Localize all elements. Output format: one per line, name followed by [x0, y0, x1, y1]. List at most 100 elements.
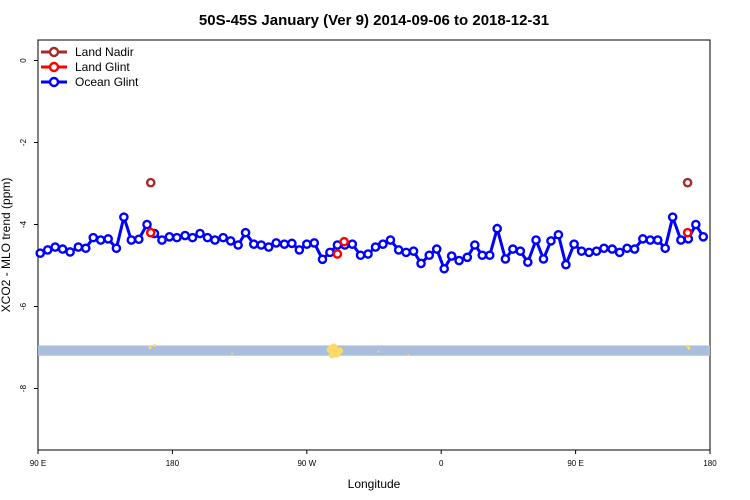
y-tick-label: -8	[19, 384, 28, 392]
data-point-ocean-glint	[553, 229, 564, 240]
band-marker	[231, 352, 234, 355]
data-point-ocean-glint	[218, 232, 228, 243]
data-point-ocean-glint	[256, 240, 267, 250]
data-point-ocean-glint	[103, 234, 113, 244]
series-ocean-glint	[35, 211, 709, 274]
y-tick-label: 0	[19, 58, 28, 63]
data-point-ocean-glint	[180, 230, 190, 241]
data-point-ocean-glint	[301, 239, 312, 249]
data-point-land-glint	[332, 249, 343, 259]
band-marker	[329, 343, 338, 352]
data-point-land-glint	[682, 227, 693, 238]
data-point-ocean-glint	[50, 242, 60, 252]
data-point-ocean-glint	[42, 245, 53, 255]
y-tick-label: -2	[19, 138, 28, 146]
data-point-ocean-glint	[477, 250, 488, 261]
data-point-ocean-glint	[439, 263, 449, 274]
y-axis-title: XCO2 - MLO trend (ppm)	[0, 178, 13, 313]
data-point-ocean-glint	[35, 248, 46, 258]
data-point-ocean-glint	[469, 240, 480, 250]
data-point-ocean-glint	[446, 251, 457, 261]
data-point-ocean-glint	[622, 243, 632, 254]
band-marker	[336, 347, 344, 355]
data-point-ocean-glint	[431, 244, 442, 254]
data-point-ocean-glint	[133, 234, 144, 245]
data-point-ocean-glint	[454, 255, 464, 266]
data-point-ocean-glint	[233, 240, 243, 250]
x-tick-label: 0	[439, 459, 444, 468]
data-point-ocean-glint	[73, 242, 84, 252]
data-point-ocean-glint	[309, 238, 320, 248]
data-point-ocean-glint	[195, 228, 205, 239]
legend-label-land-nadir: Land Nadir	[75, 45, 134, 59]
legend-label-land-glint: Land Glint	[75, 60, 130, 74]
data-point-ocean-glint	[462, 252, 473, 263]
x-tick-label: 90 E	[567, 459, 583, 468]
data-point-ocean-glint	[698, 231, 709, 242]
data-point-ocean-glint	[492, 223, 503, 234]
band-marker	[407, 353, 410, 356]
series-land-nadir	[145, 177, 693, 188]
data-point-ocean-glint	[248, 239, 259, 249]
data-point-ocean-glint	[416, 258, 426, 269]
data-point-ocean-glint	[393, 245, 404, 255]
y-tick-label: -4	[19, 220, 28, 228]
band-marker	[377, 350, 380, 353]
chart-title: 50S-45S January (Ver 9) 2014-09-06 to 20…	[199, 12, 549, 29]
series-land-glint	[145, 227, 693, 259]
data-point-ocean-glint	[57, 244, 68, 254]
series-layer	[35, 177, 709, 274]
band-marker	[328, 351, 336, 359]
x-axis: 90 E 180 90 W 0 90 E 180	[30, 450, 717, 468]
data-point-ocean-glint	[515, 246, 526, 256]
data-point-ocean-glint	[126, 235, 137, 245]
data-band	[38, 345, 710, 356]
band-marker	[687, 346, 691, 350]
data-point-ocean-glint	[508, 244, 518, 254]
data-point-ocean-glint	[363, 249, 373, 259]
data-point-ocean-glint	[187, 232, 198, 243]
data-point-ocean-glint	[164, 231, 175, 242]
data-point-ocean-glint	[271, 238, 281, 248]
y-axis: 0 -2 -4 -6 -8	[19, 58, 38, 392]
data-point-ocean-glint	[607, 244, 617, 254]
data-point-ocean-glint	[385, 235, 396, 245]
data-point-ocean-glint	[370, 242, 381, 252]
data-point-ocean-glint	[65, 247, 75, 257]
legend-marker-land-nadir	[48, 46, 60, 58]
band-marker	[152, 343, 156, 347]
data-point-ocean-glint	[111, 243, 122, 254]
x-tick-label: 180	[703, 459, 717, 468]
data-point-ocean-glint	[263, 242, 274, 252]
data-point-land-glint	[339, 236, 349, 247]
data-point-ocean-glint	[210, 235, 220, 245]
data-point-ocean-glint	[157, 235, 167, 245]
band-layer	[38, 343, 710, 359]
data-point-ocean-glint	[240, 227, 251, 238]
data-point-ocean-glint	[202, 232, 213, 243]
data-point-ocean-glint	[561, 259, 571, 270]
data-point-ocean-glint	[484, 250, 495, 261]
plot-frame	[37, 39, 711, 451]
data-point-ocean-glint	[599, 243, 609, 254]
data-point-ocean-glint	[119, 212, 129, 222]
data-point-ocean-glint	[279, 239, 290, 249]
data-point-ocean-glint	[401, 247, 411, 258]
data-point-ocean-glint	[523, 257, 533, 268]
data-point-ocean-glint	[531, 235, 541, 245]
data-point-ocean-glint	[576, 246, 587, 256]
band-marker	[148, 346, 152, 349]
legend-marker-ocean-glint	[48, 76, 60, 88]
data-point-ocean-glint	[142, 219, 152, 230]
x-tick-label: 90 E	[30, 459, 46, 468]
data-point-ocean-glint	[80, 243, 91, 254]
data-point-ocean-glint	[500, 254, 511, 264]
data-point-ocean-glint	[287, 238, 297, 249]
data-point-ocean-glint	[584, 247, 594, 258]
x-axis-title: Longitude	[348, 477, 401, 491]
data-point-ocean-glint	[88, 232, 99, 243]
x-tick-label: 180	[166, 459, 180, 468]
data-point-ocean-glint	[652, 235, 663, 245]
data-point-ocean-glint	[325, 247, 335, 258]
data-point-ocean-glint	[676, 235, 686, 245]
